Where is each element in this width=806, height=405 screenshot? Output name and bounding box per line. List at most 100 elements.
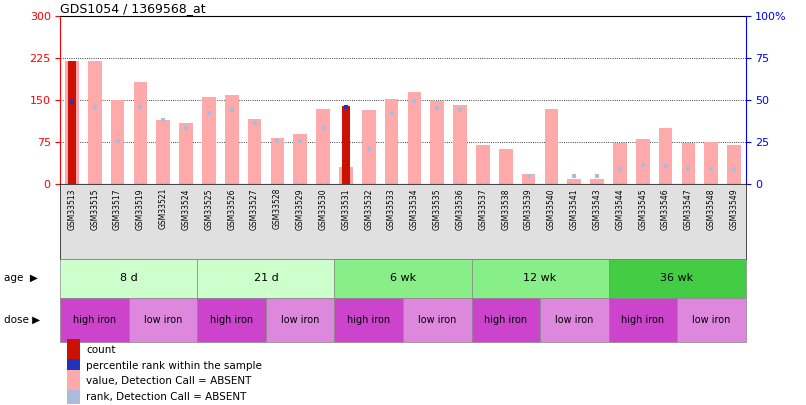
Text: 21 d: 21 d <box>254 273 278 283</box>
Text: GSM33529: GSM33529 <box>296 188 305 230</box>
Text: 8 d: 8 d <box>120 273 138 283</box>
Text: 6 wk: 6 wk <box>390 273 416 283</box>
Bar <box>68 390 80 404</box>
Text: low iron: low iron <box>144 315 182 325</box>
Text: GSM33530: GSM33530 <box>318 188 327 230</box>
Bar <box>590 179 604 184</box>
Bar <box>609 259 746 298</box>
Text: GDS1054 / 1369568_at: GDS1054 / 1369568_at <box>60 2 206 15</box>
Text: high iron: high iron <box>621 315 664 325</box>
Bar <box>727 145 741 184</box>
Text: GSM33525: GSM33525 <box>205 188 214 230</box>
Bar <box>68 61 76 184</box>
Text: GSM33545: GSM33545 <box>638 188 647 230</box>
Bar <box>129 298 197 342</box>
Text: GSM33543: GSM33543 <box>592 188 601 230</box>
Text: GSM33531: GSM33531 <box>342 188 351 230</box>
Text: high iron: high iron <box>210 315 253 325</box>
Text: low iron: low iron <box>692 315 730 325</box>
Bar <box>636 139 650 184</box>
Bar <box>179 123 193 184</box>
Bar <box>677 298 746 342</box>
Text: low iron: low iron <box>281 315 319 325</box>
Text: low iron: low iron <box>418 315 456 325</box>
Bar <box>472 259 609 298</box>
Text: GSM33533: GSM33533 <box>387 188 396 230</box>
Bar <box>271 138 285 184</box>
Bar <box>202 98 216 184</box>
Text: GSM33521: GSM33521 <box>159 188 168 229</box>
Bar <box>247 119 261 184</box>
Text: age  ▶: age ▶ <box>4 273 38 283</box>
Text: GSM33535: GSM33535 <box>433 188 442 230</box>
Bar <box>453 105 467 184</box>
Text: low iron: low iron <box>555 315 593 325</box>
Text: GSM33528: GSM33528 <box>273 188 282 229</box>
Text: high iron: high iron <box>484 315 527 325</box>
Text: GSM33540: GSM33540 <box>547 188 556 230</box>
Bar <box>334 298 403 342</box>
Bar <box>384 99 398 184</box>
Text: GSM33538: GSM33538 <box>501 188 510 230</box>
Text: GSM33526: GSM33526 <box>227 188 236 230</box>
Text: rank, Detection Call = ABSENT: rank, Detection Call = ABSENT <box>86 392 247 402</box>
Text: value, Detection Call = ABSENT: value, Detection Call = ABSENT <box>86 377 251 386</box>
Bar <box>567 179 581 184</box>
Text: GSM33549: GSM33549 <box>729 188 738 230</box>
Text: GSM33539: GSM33539 <box>524 188 533 230</box>
Text: GSM33548: GSM33548 <box>707 188 716 230</box>
Text: GSM33537: GSM33537 <box>479 188 488 230</box>
Bar <box>682 143 696 184</box>
Text: GSM33547: GSM33547 <box>684 188 693 230</box>
Bar <box>197 298 266 342</box>
Text: count: count <box>86 345 116 355</box>
Text: 12 wk: 12 wk <box>523 273 557 283</box>
Bar <box>472 298 540 342</box>
Bar <box>197 259 334 298</box>
Bar <box>68 371 80 392</box>
Text: GSM33517: GSM33517 <box>113 188 122 230</box>
Bar <box>68 339 80 361</box>
Bar <box>60 298 129 342</box>
Bar <box>476 145 490 184</box>
Bar <box>342 106 350 184</box>
Bar <box>408 92 422 184</box>
Text: GSM33524: GSM33524 <box>181 188 190 230</box>
Text: GSM33544: GSM33544 <box>616 188 625 230</box>
Text: high iron: high iron <box>347 315 390 325</box>
Bar <box>659 128 672 184</box>
Bar <box>134 82 147 184</box>
Bar <box>334 259 472 298</box>
Bar <box>613 143 627 184</box>
Bar <box>704 142 718 184</box>
Bar <box>499 149 513 184</box>
Bar <box>545 109 559 184</box>
Bar <box>521 174 535 184</box>
Text: GSM33536: GSM33536 <box>455 188 464 230</box>
Text: GSM33513: GSM33513 <box>68 188 77 230</box>
Bar <box>88 61 102 184</box>
Text: percentile rank within the sample: percentile rank within the sample <box>86 361 263 371</box>
Bar <box>316 109 330 184</box>
Bar <box>225 95 239 184</box>
Bar <box>60 259 197 298</box>
Text: dose ▶: dose ▶ <box>4 315 40 325</box>
Text: 36 wk: 36 wk <box>660 273 694 283</box>
Text: GSM33519: GSM33519 <box>136 188 145 230</box>
Bar <box>430 101 444 184</box>
Text: high iron: high iron <box>73 315 116 325</box>
Bar <box>362 110 376 184</box>
Text: GSM33541: GSM33541 <box>570 188 579 230</box>
Bar <box>540 298 609 342</box>
Bar <box>609 298 677 342</box>
Text: GSM33515: GSM33515 <box>90 188 99 230</box>
Text: GSM33546: GSM33546 <box>661 188 670 230</box>
Bar <box>65 61 79 184</box>
Text: GSM33527: GSM33527 <box>250 188 259 230</box>
Text: GSM33532: GSM33532 <box>364 188 373 230</box>
Bar <box>68 359 80 373</box>
Text: GSM33534: GSM33534 <box>410 188 419 230</box>
Bar <box>293 134 307 184</box>
Bar <box>110 100 124 184</box>
Bar <box>156 120 170 184</box>
